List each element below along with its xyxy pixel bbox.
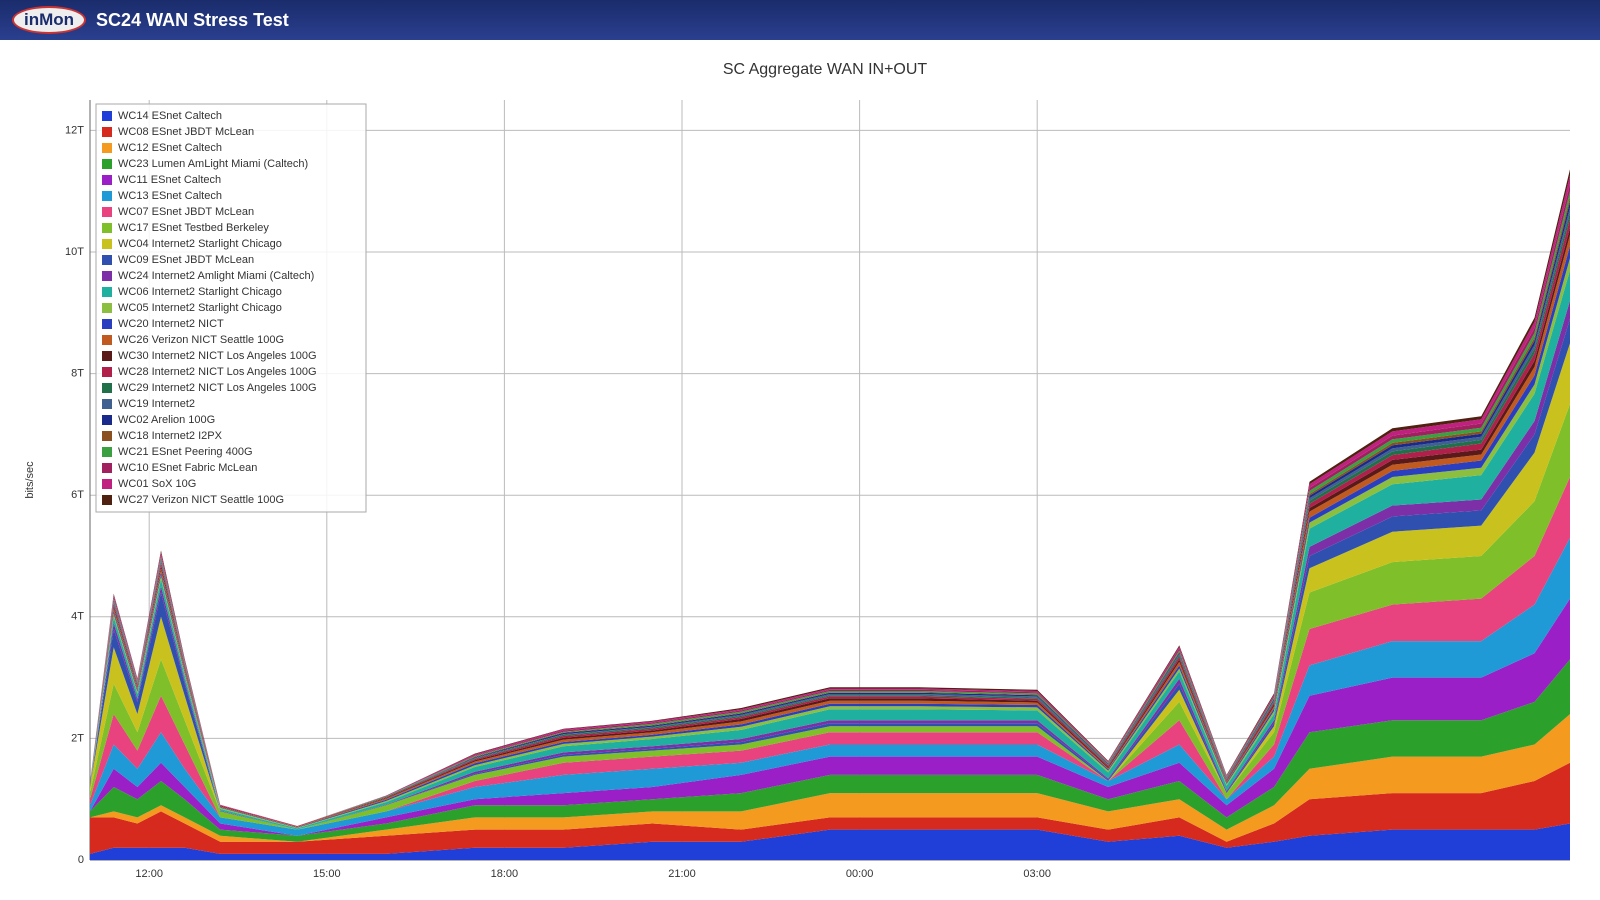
legend-swatch <box>102 415 112 425</box>
legend-swatch <box>102 335 112 345</box>
y-tick-label: 4T <box>71 611 84 623</box>
x-tick-label: 12:00 <box>135 868 163 880</box>
x-tick-label: 00:00 <box>846 868 874 880</box>
x-tick-label: 21:00 <box>668 868 696 880</box>
chart-title: SC Aggregate WAN IN+OUT <box>723 61 928 78</box>
y-tick-label: 0 <box>78 854 84 866</box>
legend-swatch <box>102 271 112 281</box>
legend-swatch <box>102 479 112 489</box>
x-tick-label: 03:00 <box>1023 868 1051 880</box>
page-title: SC24 WAN Stress Test <box>96 9 289 30</box>
legend-swatch <box>102 495 112 505</box>
legend-label: WC08 ESnet JBDT McLean <box>118 126 254 138</box>
x-tick-label: 15:00 <box>313 868 341 880</box>
legend-swatch <box>102 367 112 377</box>
legend-label: WC09 ESnet JBDT McLean <box>118 254 254 266</box>
legend-box <box>95 103 367 513</box>
legend-swatch <box>102 127 112 137</box>
legend-label: WC11 ESnet Caltech <box>118 174 221 186</box>
y-tick-label: 2T <box>71 732 84 744</box>
legend-label: WC27 Verizon NICT Seattle 100G <box>118 494 284 506</box>
legend-swatch <box>102 383 112 393</box>
legend-label: WC01 SoX 10G <box>118 478 196 490</box>
legend-label: WC06 Internet2 Starlight Chicago <box>118 286 282 298</box>
legend-swatch <box>102 287 112 297</box>
logo: inMon <box>12 6 87 34</box>
legend-swatch <box>102 463 112 473</box>
legend-label: WC17 ESnet Testbed Berkeley <box>118 222 269 234</box>
legend-label: WC04 Internet2 Starlight Chicago <box>118 238 282 250</box>
legend: WC14 ESnet Caltech WC08 ESnet JBDT McLean… <box>95 103 367 513</box>
legend-label: WC14 ESnet Caltech <box>118 110 222 122</box>
legend-swatch <box>102 303 112 313</box>
legend-swatch <box>102 175 112 185</box>
legend-swatch <box>102 351 112 361</box>
legend-swatch <box>102 319 112 329</box>
legend-swatch <box>102 239 112 249</box>
y-tick-label: 10T <box>65 246 84 258</box>
x-tick-label: 18:00 <box>491 868 519 880</box>
legend-label: WC24 Internet2 Amlight Miami (Caltech) <box>118 270 314 282</box>
legend-label: WC10 ESnet Fabric McLean <box>118 462 257 474</box>
legend-swatch <box>102 223 112 233</box>
area <box>90 823 1570 860</box>
legend-label: WC07 ESnet JBDT McLean <box>118 206 254 218</box>
area <box>90 762 1570 854</box>
legend-swatch <box>102 207 112 217</box>
legend-swatch <box>102 159 112 169</box>
y-axis-label: bits/sec <box>24 461 36 499</box>
legend-label: WC26 Verizon NICT Seattle 100G <box>118 334 284 346</box>
area <box>90 270 1570 830</box>
legend-swatch <box>102 111 112 121</box>
legend-label: WC12 ESnet Caltech <box>118 142 222 154</box>
legend-swatch <box>102 399 112 409</box>
legend-swatch <box>102 255 112 265</box>
legend-label: WC02 Arelion 100G <box>118 414 215 426</box>
legend-label: WC18 Internet2 I2PX <box>118 430 223 442</box>
chart: SC Aggregate WAN IN+OUT bits/sec 0 2T 4T 6T… <box>24 61 1570 880</box>
legend-label: WC28 Internet2 NICT Los Angeles 100G <box>118 366 317 378</box>
y-tick-label: 6T <box>71 489 84 501</box>
legend-label: WC30 Internet2 NICT Los Angeles 100G <box>118 350 317 362</box>
legend-swatch <box>102 431 112 441</box>
legend-label: WC13 ESnet Caltech <box>118 190 222 202</box>
area <box>90 714 1570 842</box>
legend-swatch <box>102 447 112 457</box>
header-bar: inMon SC24 WAN Stress Test <box>0 0 1600 40</box>
y-tick-label: 8T <box>71 368 84 380</box>
legend-label: WC19 Internet2 <box>118 398 195 410</box>
legend-label: WC21 ESnet Peering 400G <box>118 446 253 458</box>
legend-label: WC20 Internet2 NICT <box>118 318 224 330</box>
legend-label: WC29 Internet2 NICT Los Angeles 100G <box>118 382 317 394</box>
legend-label: WC23 Lumen AmLight Miami (Caltech) <box>118 158 308 170</box>
legend-swatch <box>102 191 112 201</box>
legend-swatch <box>102 143 112 153</box>
legend-label: WC05 Internet2 Starlight Chicago <box>118 302 282 314</box>
y-tick-label: 12T <box>65 124 84 136</box>
